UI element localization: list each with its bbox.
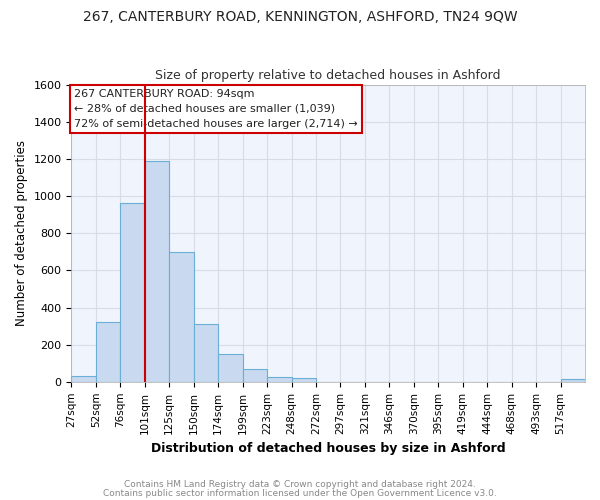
Bar [121,204,145,382]
X-axis label: Distribution of detached houses by size in Ashford: Distribution of detached houses by size … [151,442,506,455]
Text: 267, CANTERBURY ROAD, KENNINGTON, ASHFORD, TN24 9QW: 267, CANTERBURY ROAD, KENNINGTON, ASHFOR… [83,10,517,24]
Title: Size of property relative to detached houses in Ashford: Size of property relative to detached ho… [155,69,501,82]
Bar [242,369,267,382]
Y-axis label: Number of detached properties: Number of detached properties [15,140,28,326]
Bar [169,252,194,382]
Bar [560,379,585,382]
Bar [194,324,218,382]
Bar [218,354,242,382]
Text: Contains HM Land Registry data © Crown copyright and database right 2024.: Contains HM Land Registry data © Crown c… [124,480,476,489]
Bar [71,376,96,382]
Bar [292,378,316,382]
Text: Contains public sector information licensed under the Open Government Licence v3: Contains public sector information licen… [103,488,497,498]
Bar [267,377,292,382]
Text: 267 CANTERBURY ROAD: 94sqm
← 28% of detached houses are smaller (1,039)
72% of s: 267 CANTERBURY ROAD: 94sqm ← 28% of deta… [74,89,358,128]
Bar [96,322,121,382]
Bar [145,160,169,382]
